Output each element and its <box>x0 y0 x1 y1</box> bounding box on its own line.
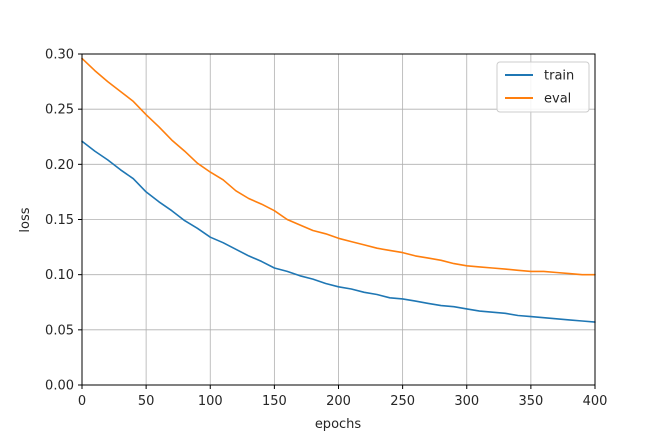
legend: train eval <box>496 61 590 113</box>
x-tick-label: 0 <box>78 394 86 409</box>
x-tick-label: 300 <box>454 394 479 409</box>
series-layer <box>81 57 596 323</box>
y-tick-label: 0.20 <box>45 158 74 173</box>
x-tick-label: 100 <box>198 394 223 409</box>
x-tick-label: 400 <box>583 394 608 409</box>
x-tick-label: 200 <box>326 394 351 409</box>
x-axis-title: epochs <box>315 417 362 432</box>
y-axis-title: loss <box>18 207 33 232</box>
series-line-train <box>81 140 596 323</box>
x-tick-label: 350 <box>518 394 543 409</box>
x-tick-label: 250 <box>390 394 415 409</box>
legend-box <box>496 61 590 113</box>
y-tick-label: 0.25 <box>45 103 74 118</box>
y-tick-label: 0.15 <box>45 213 74 228</box>
y-tick-label: 0.05 <box>45 323 74 338</box>
y-tick-label: 0.00 <box>45 379 74 394</box>
legend-label-train: train <box>544 69 574 84</box>
x-tick-label: 50 <box>138 394 155 409</box>
y-axis: 0.00 0.05 0.10 0.15 0.20 0.25 0.30 <box>45 48 82 394</box>
legend-label-eval: eval <box>544 92 571 107</box>
x-tick-label: 150 <box>262 394 287 409</box>
x-axis: 0 50 100 150 200 250 300 350 400 <box>78 385 608 409</box>
y-tick-label: 0.10 <box>45 268 74 283</box>
series-line-eval <box>81 57 596 276</box>
y-tick-label: 0.30 <box>45 48 74 63</box>
